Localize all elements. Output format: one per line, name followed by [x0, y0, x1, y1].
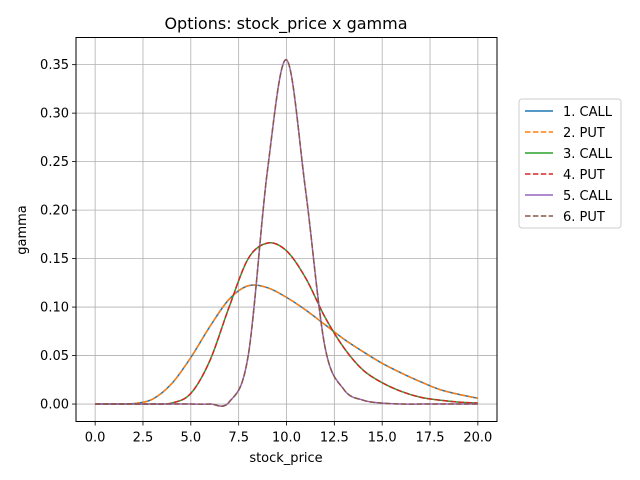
y-axis-ticks: 0.00 0.05 0.10 0.15 0.20 0.25 0.30 0.35 — [40, 58, 76, 412]
y-tick-label: 0.05 — [40, 349, 69, 364]
x-tick-label: 17.5 — [416, 431, 445, 446]
legend-label: 1. CALL — [563, 105, 613, 120]
x-tick-label: 12.5 — [320, 431, 349, 446]
legend-label: 3. CALL — [563, 147, 613, 162]
x-tick-label: 5.0 — [180, 431, 201, 446]
x-axis-ticks: 0.0 2.5 5.0 7.5 10.0 12.5 15.0 17.5 20.0 — [85, 422, 493, 446]
chart-title: Options: stock_price x gamma — [164, 14, 407, 34]
x-tick-label: 7.5 — [228, 431, 249, 446]
x-tick-label: 20.0 — [463, 431, 492, 446]
y-tick-label: 0.30 — [40, 107, 69, 122]
legend-label: 2. PUT — [563, 126, 605, 141]
y-tick-label: 0.10 — [40, 301, 69, 316]
x-tick-label: 0.0 — [85, 431, 106, 446]
legend: 1. CALL 2. PUT 3. CALL 4. PUT 5. CALL 6. PUT — [519, 99, 621, 228]
legend-label: 4. PUT — [563, 168, 605, 183]
legend-label: 6. PUT — [563, 210, 605, 225]
x-tick-label: 15.0 — [368, 431, 397, 446]
y-axis-label: gamma — [15, 205, 30, 255]
x-tick-label: 2.5 — [133, 431, 154, 446]
x-axis-label: stock_price — [249, 451, 322, 466]
y-tick-label: 0.35 — [40, 58, 69, 73]
y-tick-label: 0.20 — [40, 204, 69, 219]
y-tick-label: 0.15 — [40, 252, 69, 267]
x-tick-label: 10.0 — [272, 431, 301, 446]
grid — [76, 38, 497, 422]
legend-label: 5. CALL — [563, 189, 613, 204]
y-tick-label: 0.00 — [40, 398, 69, 413]
y-tick-label: 0.25 — [40, 155, 69, 170]
